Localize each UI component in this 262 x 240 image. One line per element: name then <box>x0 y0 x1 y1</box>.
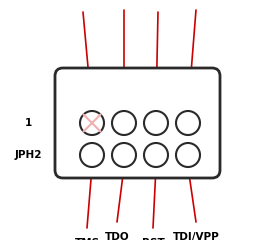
Text: RST: RST <box>142 238 164 240</box>
Circle shape <box>176 143 200 167</box>
Text: TDO: TDO <box>105 232 129 240</box>
Circle shape <box>144 111 168 135</box>
Text: TDI/VPP: TDI/VPP <box>173 232 219 240</box>
Text: TMS: TMS <box>74 238 100 240</box>
Text: JPH2: JPH2 <box>14 150 42 160</box>
Circle shape <box>80 111 104 135</box>
Circle shape <box>176 111 200 135</box>
Circle shape <box>112 111 136 135</box>
FancyBboxPatch shape <box>55 68 220 178</box>
Text: TEST: TEST <box>143 0 173 2</box>
Circle shape <box>80 143 104 167</box>
Text: NC: NC <box>75 0 91 2</box>
Circle shape <box>144 143 168 167</box>
Circle shape <box>112 143 136 167</box>
Text: 1: 1 <box>24 118 32 128</box>
